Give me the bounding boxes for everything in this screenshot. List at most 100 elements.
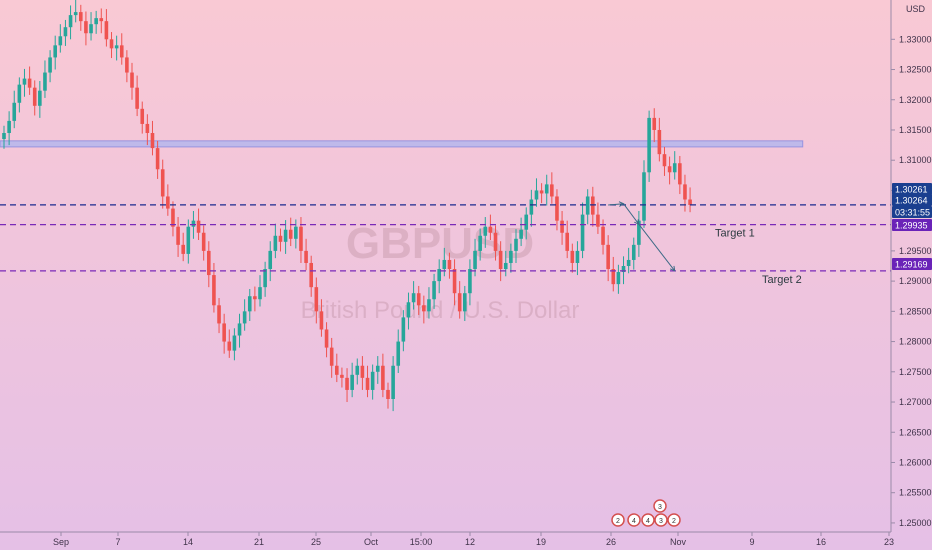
candle <box>345 368 349 403</box>
candle-body <box>350 374 354 390</box>
candle-body <box>432 281 436 300</box>
candle <box>422 295 426 324</box>
candle <box>503 250 508 277</box>
candle <box>268 241 273 282</box>
candle-body <box>340 374 344 378</box>
y-tick-label: 1.26000 <box>899 457 932 467</box>
candle <box>391 356 395 412</box>
candle <box>263 261 267 297</box>
candle-body <box>606 244 610 270</box>
y-tick-label: 1.32000 <box>899 95 932 105</box>
candle <box>539 183 544 204</box>
candle <box>488 214 493 241</box>
y-tick-label: 1.27000 <box>899 397 932 407</box>
candle-body <box>365 377 370 390</box>
price-tag-box <box>892 194 932 206</box>
candle-body <box>314 287 319 312</box>
price-tag-label: 1.30264 <box>895 196 928 206</box>
candle-body <box>519 229 523 239</box>
projection-segment <box>608 203 624 206</box>
event-markers[interactable]: 2 4 4 3 2 3 <box>611 499 681 527</box>
event-marker-icon <box>654 513 668 527</box>
candle <box>688 187 692 213</box>
y-tick-label: 1.25500 <box>899 488 932 498</box>
event-marker-icon <box>667 513 681 527</box>
candle-body <box>109 39 114 49</box>
candle <box>381 353 385 398</box>
candle-body <box>360 365 365 378</box>
candle <box>125 50 129 83</box>
candle <box>99 8 104 34</box>
candle <box>207 241 211 288</box>
candle <box>171 201 175 237</box>
candle-body <box>406 302 411 318</box>
candle <box>616 264 621 294</box>
x-tick-label: 23 <box>884 537 894 547</box>
projection-arrows <box>608 201 676 272</box>
event-marker-icon <box>627 513 641 527</box>
candle <box>104 9 109 47</box>
candle-body <box>478 235 482 251</box>
candle-body <box>416 293 421 306</box>
event-marker-icon <box>653 499 667 513</box>
candle <box>457 281 462 319</box>
x-tick-label: 25 <box>311 537 321 547</box>
candle <box>463 285 467 322</box>
y-axis[interactable]: 1.330001.325001.320001.315001.310001.305… <box>891 34 932 528</box>
candle-body <box>43 72 47 91</box>
y-tick-label: 1.31500 <box>899 125 932 135</box>
candle-body <box>89 24 93 34</box>
y-tick-label: 1.32500 <box>899 65 932 75</box>
candle-body <box>150 133 155 149</box>
candle-body <box>324 329 329 348</box>
price-tag-label: 03:31:55 <box>895 208 930 218</box>
candle <box>473 238 477 277</box>
candle <box>621 256 626 285</box>
candle <box>94 10 98 34</box>
candle <box>109 32 114 59</box>
candle <box>247 288 252 322</box>
candle <box>427 287 431 319</box>
candle <box>662 146 667 176</box>
x-tick-label: Nov <box>670 537 687 547</box>
candle-body <box>2 133 6 140</box>
candle <box>114 35 119 61</box>
y-tick-label: 1.29500 <box>899 246 932 256</box>
x-tick-label: 16 <box>816 537 826 547</box>
candle-body <box>457 293 462 312</box>
candle-body <box>17 84 22 103</box>
candle-body <box>667 166 672 173</box>
candle <box>416 285 421 315</box>
candle <box>519 217 523 247</box>
candle-body <box>452 269 457 294</box>
price-tag-box <box>892 183 932 195</box>
candle <box>478 228 482 261</box>
candle <box>529 189 534 227</box>
candle-body <box>135 87 139 109</box>
candle <box>227 329 232 358</box>
candle-body <box>186 226 191 254</box>
candle-body <box>222 323 226 342</box>
candle-body <box>447 259 452 270</box>
candle <box>27 66 32 95</box>
candle <box>350 362 354 398</box>
candle-body <box>22 78 27 85</box>
candle <box>370 364 375 400</box>
candle-body <box>401 317 406 342</box>
candle-body <box>160 169 165 197</box>
candle-body <box>335 365 339 375</box>
candle <box>411 281 416 310</box>
x-axis[interactable]: Sep 7 14 21 25 Oct 15:00 12 19 26 Nov 9 16 23 <box>53 532 894 547</box>
candle <box>437 259 441 294</box>
resistance-zone <box>0 140 804 148</box>
candle <box>43 60 47 98</box>
candle-body <box>268 250 273 270</box>
candle-body <box>386 389 390 399</box>
symbol-watermark: GBPUSD British Pound / U.S. Dollar <box>301 219 580 324</box>
candle <box>585 189 590 225</box>
candle-body <box>555 196 559 221</box>
event-marker-icon <box>641 513 655 527</box>
candle <box>534 178 539 207</box>
